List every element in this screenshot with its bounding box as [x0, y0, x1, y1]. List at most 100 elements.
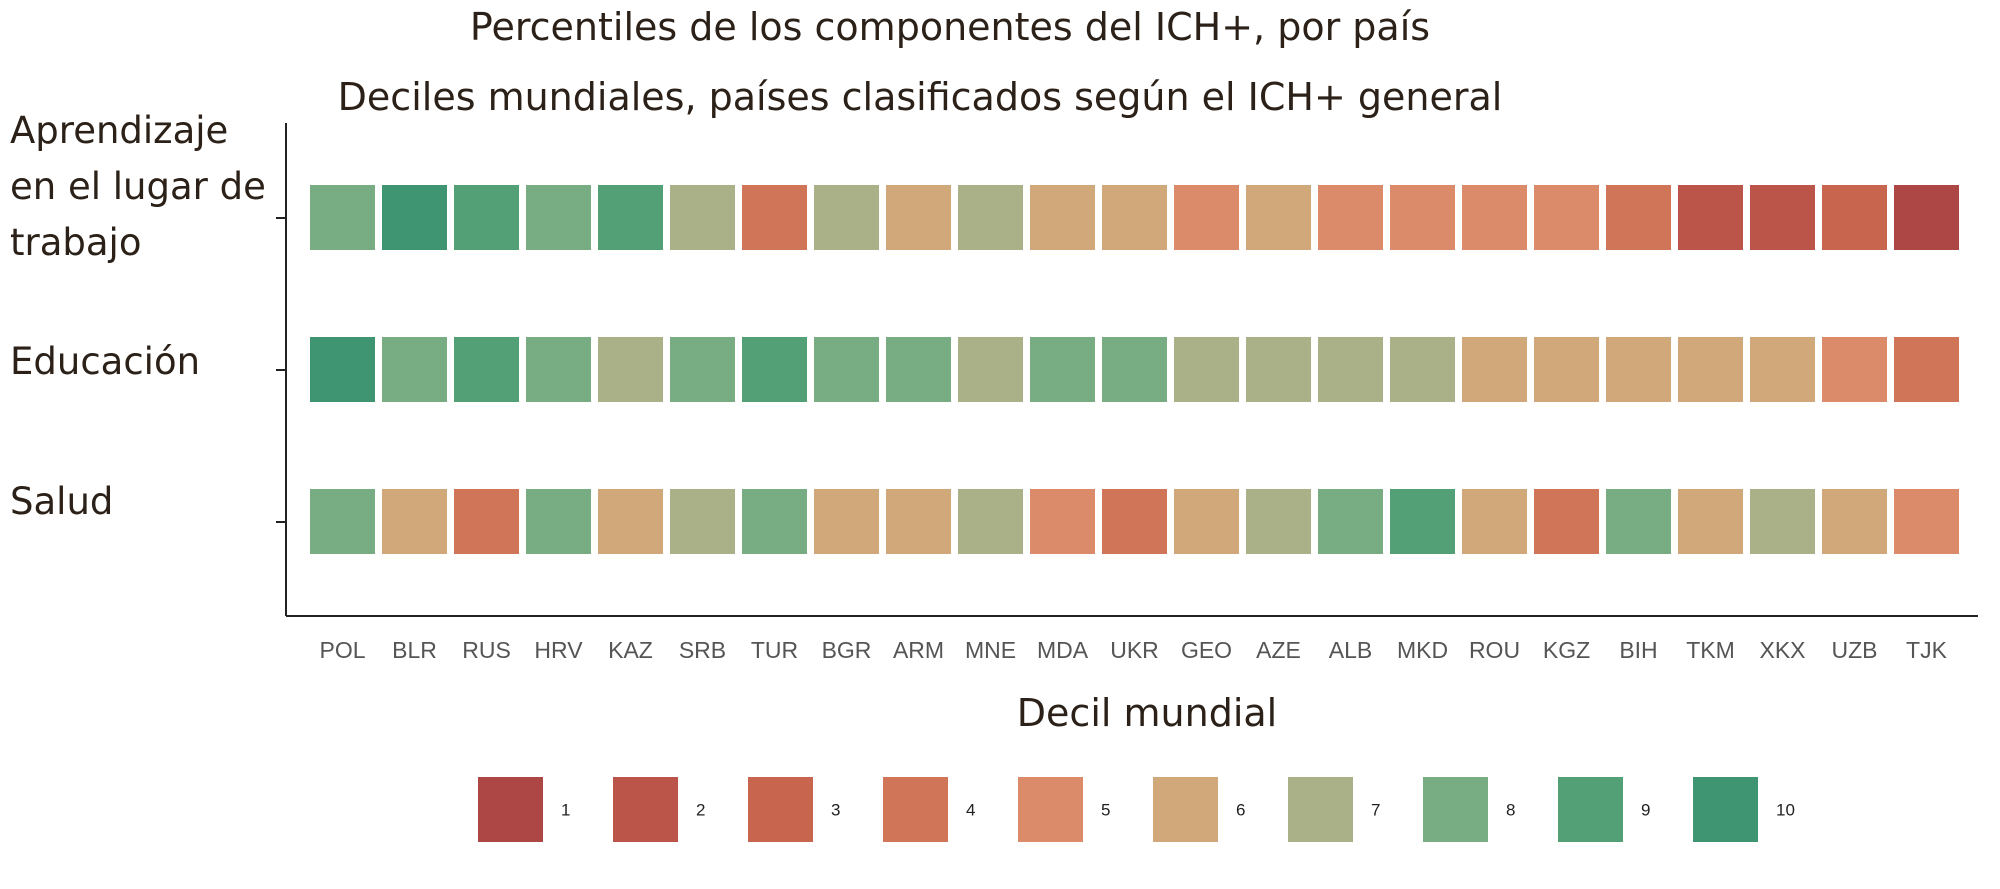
heatmap-row: Aprendizaje en el lugar de trabajo [10, 109, 1959, 264]
x-tick-label: BIH [1619, 637, 1657, 663]
heatmap-cell [742, 185, 807, 250]
legend-label: 4 [966, 801, 975, 820]
legend-label: 3 [831, 801, 840, 820]
heatmap-cell [670, 185, 735, 250]
heatmap-cell [1606, 337, 1671, 402]
legend-label: 1 [561, 801, 570, 820]
heatmap-cell [958, 185, 1023, 250]
heatmap-cell [310, 489, 375, 554]
heatmap-cell [1750, 337, 1815, 402]
heatmap-cell [1246, 185, 1311, 250]
heatmap-cell [1102, 337, 1167, 402]
legend-swatch [1423, 777, 1488, 842]
heatmap-cell [1246, 489, 1311, 554]
heatmap-cell [742, 489, 807, 554]
x-tick-label: ALB [1329, 637, 1372, 663]
heatmap-cell [1606, 489, 1671, 554]
heatmap-cell [1318, 489, 1383, 554]
heatmap-cell [1390, 185, 1455, 250]
x-tick-label: TUR [751, 637, 798, 663]
heatmap-cell [1102, 489, 1167, 554]
row-label: Educación [10, 340, 200, 383]
row-label-line: trabajo [10, 221, 141, 264]
legend-swatch [1558, 777, 1623, 842]
x-tick-label: RUS [462, 637, 511, 663]
heatmap-row: Educación [10, 337, 1959, 402]
x-tick-label: BGR [822, 637, 872, 663]
heatmap-cell [454, 185, 519, 250]
row-label-line: Salud [10, 480, 113, 523]
heatmap-cell [1030, 185, 1095, 250]
heatmap-cell [310, 185, 375, 250]
row-label-line: Aprendizaje [10, 109, 228, 152]
x-tick-label: KGZ [1543, 637, 1590, 663]
heatmap-cell [1534, 337, 1599, 402]
heatmap-cell [1102, 185, 1167, 250]
heatmap-cell [526, 185, 591, 250]
heatmap-cell [1030, 337, 1095, 402]
x-tick-label: SRB [679, 637, 726, 663]
heatmap-cell [814, 185, 879, 250]
legend-label: 2 [696, 801, 705, 820]
heatmap-cell [1534, 185, 1599, 250]
heatmap-cell [1462, 185, 1527, 250]
row-label-line: en el lugar de [10, 165, 266, 208]
heatmap-cell [958, 337, 1023, 402]
heatmap-cell [382, 337, 447, 402]
heatmap-cell [1678, 337, 1743, 402]
x-tick-label: XKX [1759, 637, 1805, 663]
heatmap-cell [814, 489, 879, 554]
legend-label: 6 [1236, 801, 1245, 820]
x-tick-label: ARM [893, 637, 944, 663]
x-tick-label: UKR [1110, 637, 1159, 663]
heatmap-cell [598, 185, 663, 250]
heatmap-cell [1822, 337, 1887, 402]
heatmap-cell [1174, 337, 1239, 402]
heatmap-cell [958, 489, 1023, 554]
legend-swatch [1693, 777, 1758, 842]
legend-label: 9 [1641, 801, 1650, 820]
heatmap-cell [526, 337, 591, 402]
x-tick-label: HRV [534, 637, 583, 663]
heatmap-cell [1894, 185, 1959, 250]
heatmap-cell [526, 489, 591, 554]
row-label: Salud [10, 480, 113, 523]
legend-swatch [1153, 777, 1218, 842]
heatmap-cell [1606, 185, 1671, 250]
x-tick-label: MNE [965, 637, 1016, 663]
legend-label: 10 [1776, 801, 1795, 820]
x-tick-label: MKD [1397, 637, 1448, 663]
x-tick-label: UZB [1832, 637, 1878, 663]
heatmap-cell [598, 489, 663, 554]
legend: 1 2 3 4 5 6 7 8 9 10 [478, 777, 1795, 842]
heatmap-cell [670, 337, 735, 402]
row-label: Aprendizaje en el lugar de trabajo [10, 109, 266, 264]
heatmap-cell [1318, 337, 1383, 402]
legend-label: 7 [1371, 801, 1380, 820]
x-tick-label: MDA [1037, 637, 1089, 663]
heatmap-cell [310, 337, 375, 402]
row-label-line: Educación [10, 340, 200, 383]
heatmap-cell [598, 337, 663, 402]
heatmap-cell [382, 489, 447, 554]
legend-swatch [883, 777, 948, 842]
legend-label: 5 [1101, 801, 1110, 820]
heatmap-cell [1462, 337, 1527, 402]
heatmap-cell [1894, 489, 1959, 554]
heatmap-cell [1822, 489, 1887, 554]
x-tick-label: GEO [1181, 637, 1232, 663]
chart-subtitle: Deciles mundiales, países clasificados s… [338, 75, 1503, 119]
heatmap-cell [814, 337, 879, 402]
x-tick-label: AZE [1256, 637, 1301, 663]
x-tick-label: ROU [1469, 637, 1520, 663]
heatmap-cell [1678, 185, 1743, 250]
heatmap-cell [1822, 185, 1887, 250]
heatmap-cell [454, 489, 519, 554]
heatmap-cell [1534, 489, 1599, 554]
legend-swatch [478, 777, 543, 842]
heatmap-cell [1174, 489, 1239, 554]
x-tick-label: POL [319, 637, 365, 663]
legend-label: 8 [1506, 801, 1515, 820]
x-tick-label: TKM [1686, 637, 1735, 663]
